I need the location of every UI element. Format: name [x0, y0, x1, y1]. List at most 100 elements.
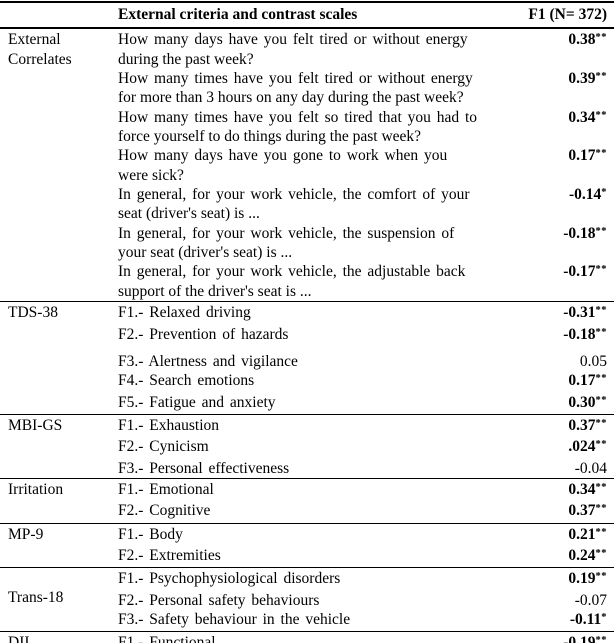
correlation-value: 0.39** [514, 69, 614, 108]
value-number: 0.19 [568, 570, 596, 588]
criterion-text: F5.- Fatigue and anxiety [118, 393, 276, 411]
criterion-text: F1.- Functional [118, 634, 216, 643]
group-rows: How many days have you felt tired or wit… [118, 29, 614, 301]
criterion-text: In general, for your work vehicle, the c… [118, 186, 470, 223]
value-number: 0.38 [568, 31, 596, 49]
correlation-value: -0.31** [514, 303, 614, 324]
table-row: F2.- Cynicism .024** [118, 437, 614, 458]
significance-stars: ** [595, 417, 607, 429]
value-number: 0.05 [579, 352, 607, 370]
criterion-text: F2.- Prevention of hazards [118, 325, 289, 343]
table-group: External Correlates How many days have yo… [0, 29, 614, 301]
correlation-value: -0.14* [514, 185, 614, 224]
significance-stars: ** [595, 635, 607, 643]
table-row: F4.- Search emotions 0.17** [118, 371, 614, 392]
significance-stars: ** [595, 326, 607, 338]
table-row: How many times have you felt so tired th… [118, 108, 614, 147]
significance-stars: ** [595, 571, 607, 583]
significance-stars: ** [595, 394, 607, 406]
value-number: -0.18 [563, 325, 596, 343]
correlation-value: 0.17** [514, 371, 614, 392]
value-number: -0.19 [563, 634, 596, 643]
table-row: How many times have you felt tired or wi… [118, 69, 614, 108]
correlation-value: 0.37** [514, 501, 614, 522]
table-row: F2.- Prevention of hazards -0.18** [118, 325, 614, 346]
correlation-value: -0.18** [514, 224, 614, 263]
value-number: -0.18 [563, 224, 596, 242]
criterion-text: F1.- Psychophysiological disorders [118, 570, 341, 588]
table-row: F1.- Relaxed driving -0.31** [118, 303, 614, 324]
table-row: F1.- Exhaustion 0.37** [118, 416, 614, 437]
table-row: In general, for your work vehicle, the a… [118, 262, 614, 301]
group-label: MBI-GS [8, 416, 63, 434]
criterion-text: How many times have you felt tired or wi… [118, 70, 473, 107]
criterion-text: F1.- Emotional [118, 480, 214, 498]
correlation-value: 0.30** [514, 393, 614, 414]
value-number: 0.24 [568, 546, 596, 564]
table-row: In general, for your work vehicle, the s… [118, 224, 614, 263]
table-row: F2.- Extremities 0.24** [118, 546, 614, 567]
significance-stars: ** [595, 503, 607, 515]
value-number: 0.34 [568, 480, 596, 498]
criterion-text: F3.- Safety behaviour in the vehicle [118, 610, 351, 628]
significance-stars: ** [595, 547, 607, 559]
value-number: -0.17 [563, 263, 596, 281]
table-row: In general, for your work vehicle, the c… [118, 185, 614, 224]
group-label: DII [8, 634, 30, 643]
group-rows: F1.- Relaxed driving -0.31** F2.- Preventi… [118, 302, 614, 414]
significance-stars: ** [595, 373, 607, 385]
criterion-text: How many days have you gone to work when… [118, 147, 448, 184]
table-row: F5.- Fatigue and anxiety 0.30** [118, 393, 614, 414]
correlation-value: 0.38** [514, 30, 614, 69]
criterion-text: F2.- Cynicism [118, 438, 209, 456]
value-number: -0.31 [563, 304, 596, 322]
criterion-text: How many days have you felt tired or wit… [118, 31, 468, 68]
group-rows: F1.- Emotional 0.34** F2.- Cognitive 0.37** [118, 479, 614, 523]
correlation-value: .024** [514, 437, 614, 458]
correlation-value: 0.21** [514, 525, 614, 546]
value-number: 0.17 [568, 372, 596, 390]
significance-stars: ** [595, 148, 607, 160]
correlation-value: 0.37** [514, 416, 614, 437]
value-number: 0.21 [568, 525, 596, 543]
value-number: 0.37 [568, 416, 596, 434]
table-group: Irritation F1.- Emotional 0.34** F2.- Cogni… [0, 477, 614, 523]
table-row: F2.- Personal safety behaviours -0.07 [118, 591, 614, 610]
value-number: 0.17 [568, 147, 596, 165]
value-number: .024 [568, 438, 596, 456]
table-row: F3.- Personal effectiveness -0.04 [118, 459, 614, 478]
significance-stars: ** [595, 481, 607, 493]
correlation-value: -0.17** [514, 262, 614, 301]
correlation-value: 0.19** [514, 569, 614, 590]
correlation-value: 0.24** [514, 546, 614, 567]
value-number: 0.34 [568, 108, 596, 126]
group-rows: F1.- Functional-0.19**F2.- Dysfunctional… [118, 632, 614, 643]
table-row: F1.- Functional -0.19** [118, 633, 614, 643]
table-row: F1.- Psychophysiological disorders 0.19** [118, 569, 614, 590]
table-body: External Correlates How many days have yo… [0, 29, 614, 643]
significance-stars: ** [595, 439, 607, 451]
criterion-text: In general, for your work vehicle, the s… [118, 224, 455, 262]
correlation-value: -0.04 [514, 459, 614, 478]
table-group: MBI-GS F1.- Exhaustion 0.37** F2.- Cynicism… [0, 413, 614, 478]
significance-stars: ** [595, 225, 607, 237]
significance-stars: * [601, 187, 607, 199]
group-rows: F1.- Exhaustion 0.37** F2.- Cynicism .024**… [118, 415, 614, 478]
correlation-value: -0.19** [514, 633, 614, 643]
value-number: -0.11 [569, 610, 602, 628]
correlation-value: 0.34** [514, 108, 614, 147]
table-row: F3.- Safety behaviour in the vehicle -0.1… [118, 610, 614, 631]
value-number: 0.37 [568, 502, 596, 520]
criterion-text: F3.- Personal effectiveness [118, 459, 290, 477]
header-criteria-label: External criteria and contrast scales [118, 6, 358, 23]
table-row: How many days have you felt tired or wit… [118, 30, 614, 69]
significance-stars: ** [595, 305, 607, 317]
table-group: TDS-38 F1.- Relaxed driving -0.31** F2.- Pr… [0, 301, 614, 414]
value-number: -0.14 [568, 186, 602, 204]
table-row: F2.- Cognitive 0.37** [118, 501, 614, 522]
correlation-value: -0.11* [514, 610, 614, 631]
criterion-text: F3.- Alertness and vigilance [118, 352, 298, 370]
table-header-row: External criteria and contrast scales F1… [0, 3, 614, 30]
